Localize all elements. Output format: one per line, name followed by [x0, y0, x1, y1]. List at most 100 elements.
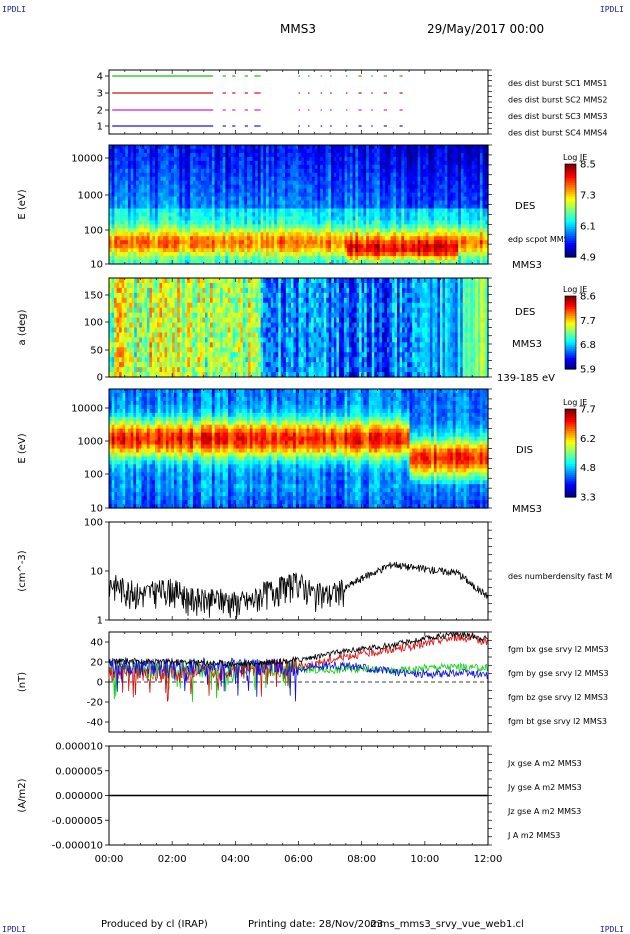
spectrogram-cell	[377, 212, 381, 217]
spectrogram-cell	[271, 192, 275, 198]
spectrogram-cell	[355, 224, 359, 229]
spectrogram-cell	[179, 180, 183, 186]
spectrogram-cell	[206, 164, 210, 170]
spectrogram-cell	[404, 176, 408, 182]
spectrogram-cell	[385, 220, 389, 225]
spectrogram-cell	[163, 244, 167, 249]
spectrogram-cell	[233, 220, 237, 225]
spectrogram-cell	[133, 156, 137, 162]
spectrogram-cell	[217, 256, 221, 261]
spectrogram-cell	[206, 232, 210, 237]
spectrogram-cell	[333, 184, 337, 190]
spectrogram-cell	[293, 252, 297, 257]
spectrogram-cell	[439, 180, 443, 186]
spectrogram-cell	[309, 220, 313, 225]
spectrogram-cell	[306, 148, 310, 154]
spectrogram-cell	[117, 180, 121, 186]
spectrogram-cell	[209, 260, 213, 265]
spectrogram-cell	[217, 176, 221, 182]
spectrogram-cell	[420, 220, 424, 225]
spectrogram-cell	[187, 224, 191, 229]
spectrogram-cell	[366, 232, 370, 237]
spectrogram-cell	[109, 260, 113, 265]
spectrogram-cell	[219, 148, 224, 154]
spectrogram-cell	[217, 260, 221, 265]
spectrogram-cell	[209, 188, 213, 194]
spectrogram-cell	[266, 184, 270, 190]
spectrogram-cell	[417, 152, 421, 158]
spectrogram-cell	[387, 212, 392, 217]
spectrogram-cell	[136, 148, 140, 154]
spectrogram-cell	[190, 216, 194, 221]
spectrogram-cell	[433, 220, 438, 225]
spectrogram-cell	[238, 236, 243, 241]
spectrogram-cell	[206, 252, 210, 257]
spectrogram-cell	[344, 228, 348, 233]
spectrogram-cell	[125, 168, 129, 174]
spectrogram-cell	[328, 220, 332, 225]
spectrogram-cell	[355, 148, 359, 154]
spectrogram-cell	[374, 188, 378, 194]
spectrogram-cell	[385, 160, 389, 166]
spectrogram-cell	[379, 164, 384, 170]
spectrogram-cell	[290, 204, 294, 210]
spectrogram-cell	[374, 180, 378, 186]
spectrogram-cell	[441, 188, 446, 194]
spectrogram-cell	[136, 216, 140, 221]
spectrogram-cell	[182, 256, 186, 261]
spectrogram-cell	[144, 228, 148, 233]
spectrogram-cell	[184, 228, 189, 233]
spectrogram-cell	[209, 240, 213, 245]
spectrogram-cell	[263, 256, 267, 261]
spectrogram-cell	[233, 204, 237, 210]
spectrogram-cell	[176, 248, 180, 253]
spectrogram-cell	[347, 228, 351, 233]
spectrogram-cell	[436, 164, 440, 170]
spectrogram-cell	[433, 196, 438, 202]
spectrogram-cell	[111, 228, 116, 233]
spectrogram-cell	[436, 152, 440, 158]
spectrogram-cell	[122, 156, 126, 162]
spectrogram-cell	[312, 145, 316, 150]
spectrogram-cell	[322, 252, 327, 257]
spectrogram-cell	[355, 244, 359, 249]
spectrogram-cell	[274, 180, 278, 186]
spectrogram-cell	[322, 248, 327, 253]
spectrogram-cell	[117, 168, 121, 174]
spectrogram-cell	[303, 145, 308, 150]
spectrogram-cell	[428, 248, 432, 253]
spectrogram-cell	[182, 204, 186, 210]
spectrogram-cell	[301, 176, 305, 182]
spectrogram-cell	[266, 156, 270, 162]
spectrogram-cell	[249, 156, 254, 162]
spectrogram-cell	[406, 184, 411, 190]
spectrogram-cell	[163, 184, 167, 190]
spectrogram-cell	[409, 160, 413, 166]
spectrogram-cell	[333, 204, 337, 210]
spectrogram-cell	[130, 224, 134, 229]
spectrogram-cell	[257, 145, 262, 150]
spectrogram-cell	[257, 200, 262, 206]
spectrogram-cell	[168, 252, 172, 257]
spectrogram-cell	[293, 148, 297, 154]
spectrogram-cell	[241, 200, 245, 206]
spectrogram-cell	[157, 168, 162, 174]
spectrogram-cell	[441, 220, 446, 225]
spectrogram-cell	[266, 172, 270, 178]
spectrogram-cell	[125, 260, 129, 265]
spectrogram-cell	[444, 244, 448, 249]
spectrogram-cell	[406, 224, 411, 229]
spectrogram-cell	[439, 200, 443, 206]
spectrogram-cell	[187, 236, 191, 241]
spectrogram-cell	[344, 145, 348, 150]
spectrogram-cell	[385, 256, 389, 261]
spectrogram-cell	[379, 180, 384, 186]
spectrogram-cell	[379, 176, 384, 182]
spectrogram-cell	[184, 240, 189, 245]
spectrogram-cell	[249, 208, 254, 214]
spectrogram-cell	[444, 212, 448, 217]
spectrogram-cell	[360, 236, 365, 241]
spectrogram-cell	[165, 252, 170, 257]
spectrogram-cell	[317, 164, 321, 170]
spectrogram-cell	[347, 160, 351, 166]
